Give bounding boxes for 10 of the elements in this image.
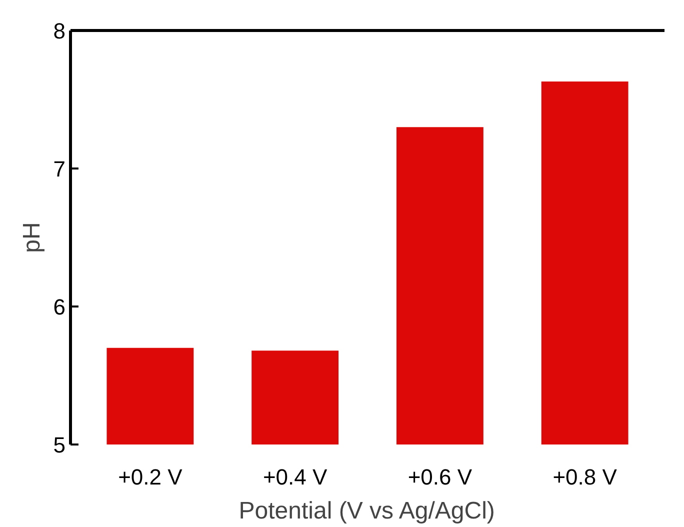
y-axis-title: pH (18, 222, 46, 253)
y-tick-label: 5 (53, 432, 66, 458)
y-tick-label: 8 (53, 18, 66, 44)
y-tick-label: 6 (53, 294, 66, 320)
x-tick-label: +0.2 V (118, 464, 183, 490)
x-tick-label: +0.8 V (552, 464, 618, 490)
x-tick-label: +0.6 V (408, 464, 472, 490)
y-tick-label: 7 (53, 156, 66, 182)
x-axis-title: Potential (V vs Ag/AgCl) (238, 498, 495, 524)
x-tick-label: +0.4 V (262, 464, 328, 490)
